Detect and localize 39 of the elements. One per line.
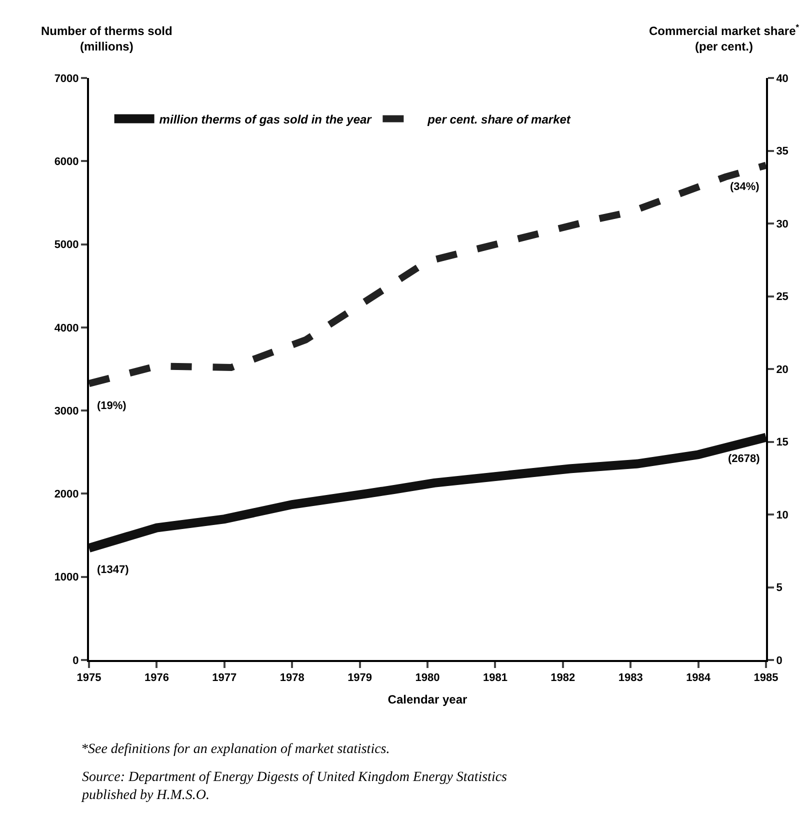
source-note: Source: Department of Energy Digests of United Kingdom Energy Statistics published by H.M.S.O.	[81, 770, 508, 804]
text: *See definitions for an explanation of market statistics.	[81, 742, 390, 757]
y2-tick-label: 10	[776, 509, 788, 522]
legend-label: per cent. share of market	[426, 112, 572, 126]
y2-tick-label: 20	[776, 364, 788, 376]
y-tick-label: 1000	[54, 572, 79, 584]
y2-tick-label: 25	[776, 291, 788, 304]
y-tick-label: 5000	[54, 239, 79, 252]
y2-tick-label: 30	[776, 218, 788, 230]
legend-label: million therms of gas sold in the year	[159, 112, 373, 126]
x-tick-label: 1978	[280, 672, 304, 684]
y-tick-label: 2000	[54, 488, 79, 501]
y-tick-label: 3000	[54, 405, 79, 418]
x-tick-label: 1980	[415, 672, 440, 684]
y-tick-label: 7000	[54, 72, 79, 85]
x-tick-label: 1977	[212, 672, 237, 684]
y2-tick-label: 5	[776, 582, 782, 594]
x-tick-label: 1982	[550, 672, 576, 684]
data-label: (2678)	[728, 453, 760, 465]
x-tick-label: 1984	[686, 672, 712, 684]
data-label: (1347)	[97, 564, 130, 576]
x-tick-label: 1975	[76, 672, 102, 684]
y-tick-label: 6000	[54, 156, 79, 168]
x-tick-label: 1985	[754, 672, 778, 684]
data-label: (34%)	[730, 181, 760, 193]
data-label: (19%)	[97, 400, 127, 412]
y2-tick-label: 15	[776, 436, 788, 449]
x-axis-title: Calendar year	[388, 692, 468, 707]
y2-tick-label: 0	[776, 654, 782, 667]
x-tick-label: 1976	[144, 672, 169, 684]
y-tick-label: 4000	[54, 322, 79, 334]
y2-tick-label: 35	[776, 146, 788, 158]
x-tick-label: 1983	[618, 672, 643, 684]
x-tick-label: 1979	[348, 672, 372, 684]
text: Commercial market share$^{*}$ (per cent.)	[649, 22, 800, 54]
x-tick-label: 1981	[482, 672, 508, 684]
y2-tick-label: 40	[776, 72, 788, 85]
y-tick-label: 0	[72, 654, 79, 667]
y-axis-title: Number of therms sold (millions)	[41, 24, 172, 54]
